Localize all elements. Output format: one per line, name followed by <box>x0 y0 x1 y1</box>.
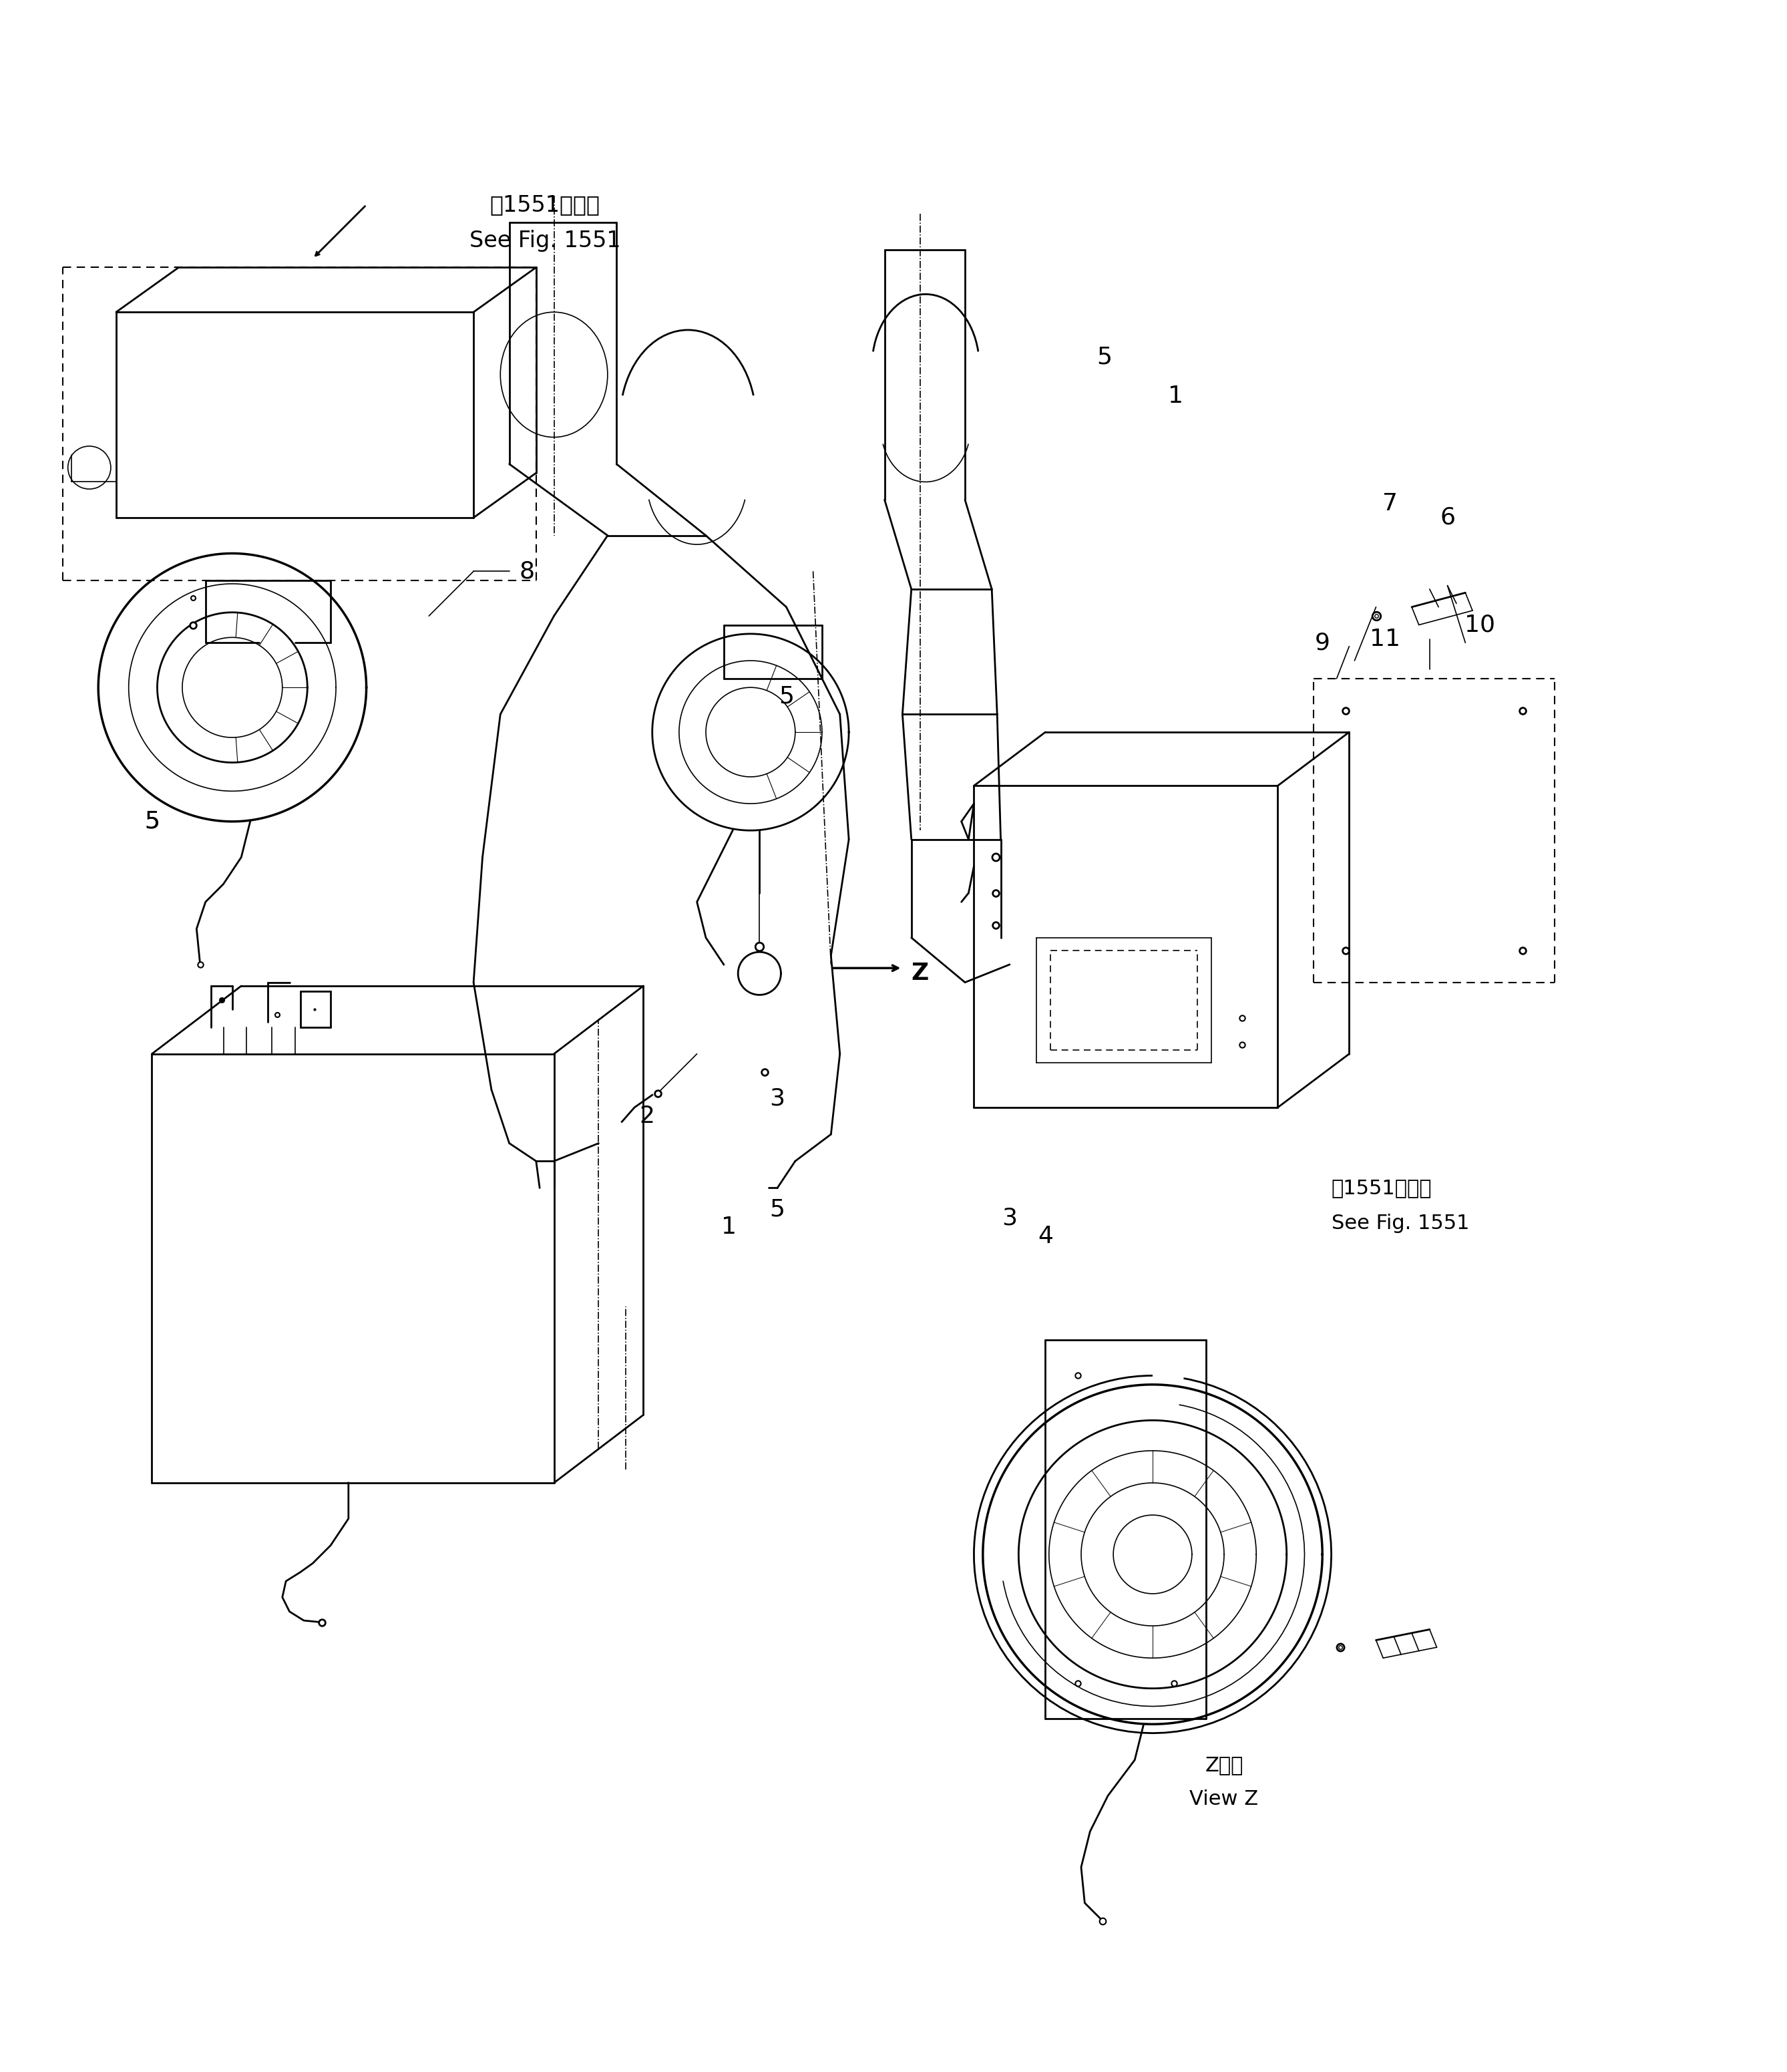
Text: 5: 5 <box>145 810 159 833</box>
Text: 11: 11 <box>1369 628 1401 651</box>
Text: 1: 1 <box>722 1216 736 1239</box>
Text: See Fig. 1551: See Fig. 1551 <box>470 230 620 251</box>
Text: 6: 6 <box>1440 506 1455 528</box>
Text: Z: Z <box>911 961 929 984</box>
Text: 1: 1 <box>1169 385 1183 408</box>
Text: 2: 2 <box>640 1104 654 1127</box>
Text: See Fig. 1551: See Fig. 1551 <box>1331 1214 1469 1233</box>
Text: View Z: View Z <box>1190 1790 1258 1809</box>
Text: Z　視: Z 視 <box>1204 1755 1244 1776</box>
Text: 7: 7 <box>1383 491 1397 514</box>
Text: 5: 5 <box>779 686 793 709</box>
Text: 4: 4 <box>1038 1225 1053 1247</box>
Text: 第1551図参照: 第1551図参照 <box>490 195 600 215</box>
Text: 9: 9 <box>1315 632 1330 655</box>
Text: 3: 3 <box>770 1088 784 1111</box>
Text: 第1551図参照: 第1551図参照 <box>1331 1179 1431 1198</box>
Text: 10: 10 <box>1464 613 1496 636</box>
Text: 5: 5 <box>145 810 159 833</box>
Text: 5: 5 <box>1097 346 1112 369</box>
Text: 3: 3 <box>1003 1208 1017 1229</box>
Text: 5: 5 <box>770 1198 784 1220</box>
Text: 8: 8 <box>520 559 534 582</box>
